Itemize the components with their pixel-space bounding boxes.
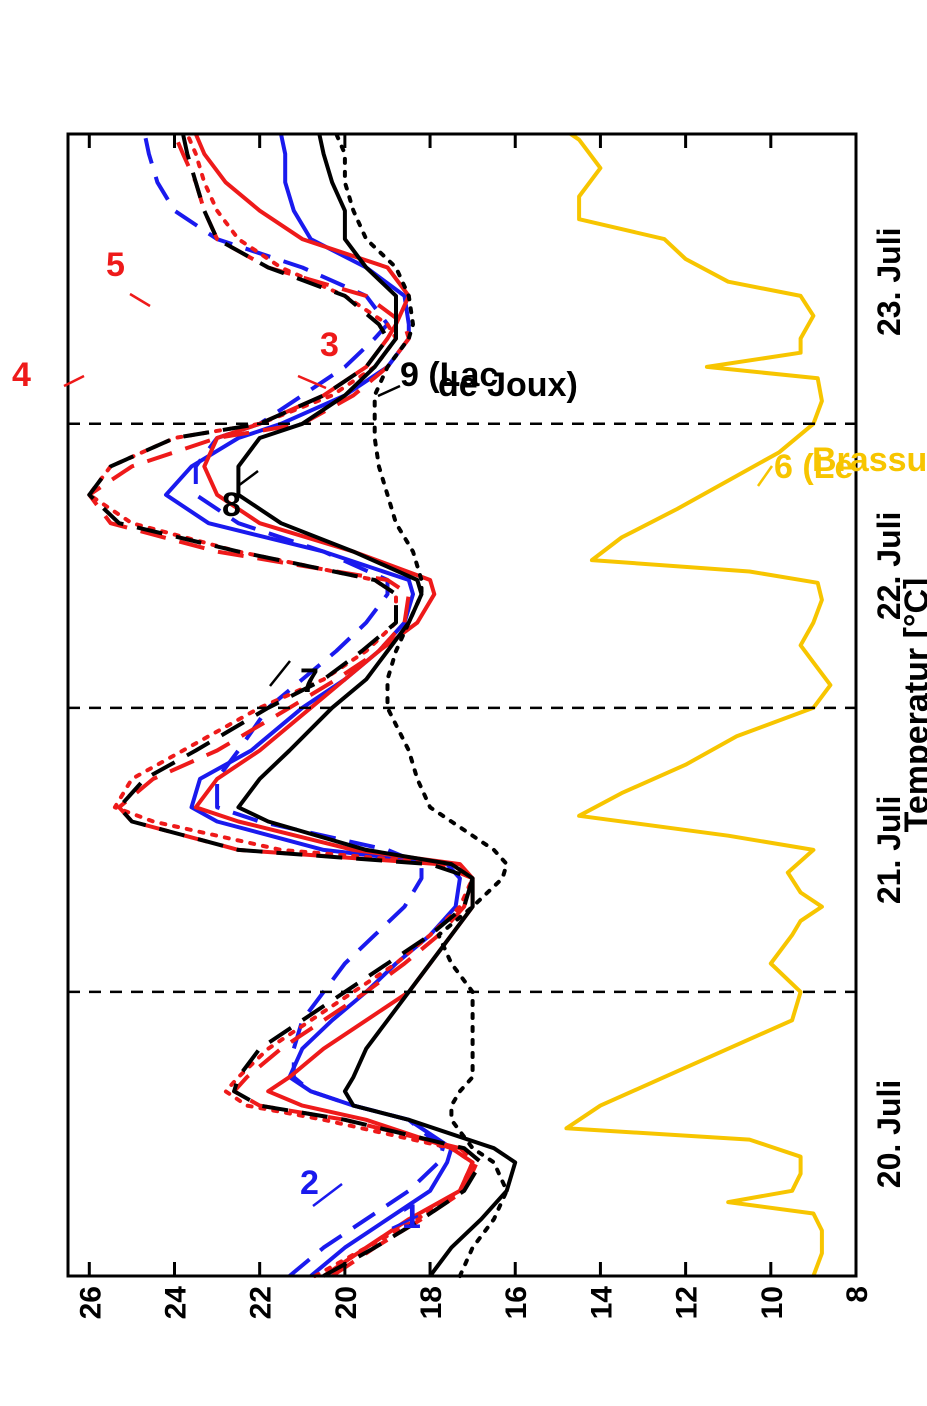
y-tick-label: 18 bbox=[415, 1286, 448, 1319]
series-line-6 bbox=[564, 132, 833, 1277]
y-tick-label: 22 bbox=[245, 1286, 278, 1319]
y-tick-label: 14 bbox=[585, 1286, 618, 1320]
day-boundary-lines bbox=[68, 422, 856, 994]
annotation-label-1: 1 bbox=[402, 1198, 421, 1236]
x-tick-label: 21. Juli bbox=[871, 796, 907, 905]
y-tick-label: 26 bbox=[74, 1286, 107, 1319]
y-tick-label: 24 bbox=[159, 1286, 192, 1320]
series-line-3 bbox=[193, 133, 475, 1278]
x-tick-label: 23. Juli bbox=[871, 227, 907, 336]
series-line-8 bbox=[87, 133, 484, 1278]
y-tick-label: 16 bbox=[500, 1286, 533, 1319]
y-tick-label: 12 bbox=[671, 1286, 704, 1319]
annotations: 1 2 3 4 5 7 8 9 (Lac de Joux) 6 (L bbox=[12, 246, 927, 1236]
annotation-label-3: 3 bbox=[320, 326, 339, 364]
y-tick-label: 8 bbox=[841, 1286, 874, 1303]
series-line-4 bbox=[87, 133, 479, 1278]
series-layer bbox=[87, 132, 833, 1278]
series-line-5 bbox=[87, 132, 475, 1278]
x-axis: 20. Juli 21. Juli 22. Juli 23. Juli bbox=[871, 227, 907, 1188]
annotation-label-9-line1: 9 (Lac bbox=[400, 356, 498, 394]
annotation-label-7: 7 bbox=[300, 662, 319, 700]
y-axis-label: Temperatur [°C] bbox=[898, 578, 927, 833]
plot-frame bbox=[66, 132, 858, 1278]
annotation-label-9-line2: de Joux) bbox=[438, 366, 578, 404]
annotation-label-5: 5 bbox=[106, 246, 125, 284]
series-line-7 bbox=[236, 133, 518, 1278]
annotation-label-6-line2: Brassus) bbox=[812, 441, 927, 479]
series-line-9 bbox=[334, 132, 509, 1278]
annotation-label-6-line1: 6 (Le bbox=[774, 448, 853, 486]
annotation-label-8: 8 bbox=[222, 486, 241, 524]
annotation-label-2: 2 bbox=[300, 1164, 319, 1202]
annotation-label-4: 4 bbox=[12, 356, 31, 394]
y-tick-label: 20 bbox=[330, 1286, 363, 1319]
x-tick-label: 20. Juli bbox=[871, 1080, 907, 1189]
x-tick-label: 22. Juli bbox=[871, 512, 907, 621]
y-tick-label: 10 bbox=[756, 1286, 789, 1319]
